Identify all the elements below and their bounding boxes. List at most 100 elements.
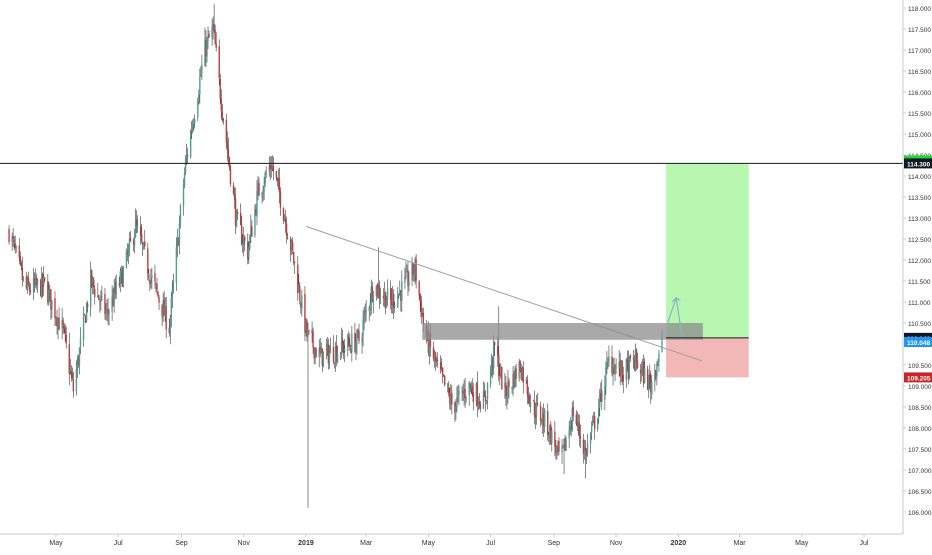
candle-body xyxy=(279,191,282,208)
price-tick-label: 108.000 xyxy=(908,426,932,433)
candle-body xyxy=(640,366,643,373)
candle-body xyxy=(51,300,53,308)
candle-body xyxy=(448,387,450,394)
candle-body xyxy=(405,271,407,278)
candle-body xyxy=(528,396,531,404)
candle-body xyxy=(270,166,272,170)
candle-body xyxy=(183,173,186,186)
candle-body xyxy=(15,246,17,248)
candle-body xyxy=(511,387,513,390)
candle-body xyxy=(308,330,310,332)
candle-body xyxy=(121,270,124,287)
candle-body xyxy=(311,329,313,334)
candle-body xyxy=(275,170,278,178)
candle-body xyxy=(327,344,330,364)
candle-body xyxy=(198,94,200,103)
candle-body xyxy=(390,299,393,305)
candle-body xyxy=(579,435,582,439)
price-tick-label: 106.500 xyxy=(908,489,932,496)
candle-body xyxy=(26,279,29,290)
candle-body xyxy=(619,361,621,377)
candle-body xyxy=(371,286,373,301)
candle-body xyxy=(162,301,164,319)
candle-body xyxy=(250,226,252,237)
candle-body xyxy=(355,342,357,353)
candle-body xyxy=(475,384,478,403)
price-tick-label: 117.000 xyxy=(908,48,931,55)
candle-body xyxy=(540,422,543,423)
candle-body xyxy=(570,427,572,430)
candle-body xyxy=(490,357,493,372)
candle-body xyxy=(69,369,71,373)
candle-body xyxy=(306,320,308,337)
candle-body xyxy=(241,243,244,245)
candle-body xyxy=(420,300,422,317)
time-tick-label: May xyxy=(422,540,436,547)
candle-body xyxy=(108,312,110,316)
candle-body xyxy=(476,383,479,406)
price-label-text: 109.205 xyxy=(907,375,931,382)
candle-body xyxy=(625,359,627,381)
candle-body xyxy=(548,435,550,437)
candle-body xyxy=(265,173,267,174)
candle-body xyxy=(406,270,408,272)
candle-body xyxy=(482,391,485,409)
candle-body xyxy=(541,413,544,424)
candle-body xyxy=(593,416,596,430)
support-resistance-zone xyxy=(422,323,703,340)
candle-body xyxy=(134,219,137,238)
candle-body xyxy=(325,349,328,351)
candle-body xyxy=(120,269,122,273)
candle-body xyxy=(493,342,496,346)
price-tick-label: 110.500 xyxy=(908,321,931,328)
candle-body xyxy=(165,305,167,330)
candle-body xyxy=(271,165,273,169)
candle-body xyxy=(172,281,175,291)
price-tick-label: 116.000 xyxy=(908,90,931,97)
candle-body xyxy=(354,333,356,352)
candle-body xyxy=(399,290,401,293)
candle-body xyxy=(498,354,500,376)
price-tick-label: 107.000 xyxy=(908,468,932,475)
candle-body xyxy=(357,329,359,333)
candle-body xyxy=(263,185,265,192)
candle-body xyxy=(333,362,336,364)
candle-body xyxy=(564,437,566,451)
candle-body xyxy=(258,183,260,196)
candle-body xyxy=(569,426,571,431)
candle-body xyxy=(114,286,116,293)
candle-body xyxy=(320,346,322,354)
candle-body xyxy=(268,166,270,173)
candle-body xyxy=(658,353,660,362)
candle-body xyxy=(518,361,520,379)
candle-body xyxy=(639,369,642,374)
candle-body xyxy=(585,449,588,456)
candle-body xyxy=(458,390,460,396)
candle-body xyxy=(468,381,470,396)
candle-body xyxy=(612,365,614,376)
candle-body xyxy=(276,177,279,181)
candle-body xyxy=(71,373,74,379)
candle-body xyxy=(232,185,235,194)
candle-body xyxy=(491,359,494,367)
candle-body xyxy=(418,281,420,296)
candle-body xyxy=(661,334,663,352)
time-tick-label: Nov xyxy=(237,540,250,547)
candle-body xyxy=(100,295,102,301)
candle-body xyxy=(508,380,510,388)
candle-body xyxy=(350,348,352,353)
candle-body xyxy=(382,295,385,299)
candle-body xyxy=(225,119,228,143)
candle-body xyxy=(151,274,153,279)
candle-body xyxy=(129,238,132,241)
candle-body xyxy=(532,400,535,401)
candle-body xyxy=(300,302,302,308)
candle-body xyxy=(185,154,188,159)
candle-body xyxy=(148,274,150,279)
candle-body xyxy=(233,194,236,200)
candle-body xyxy=(111,296,113,312)
candle-body xyxy=(251,226,253,237)
candle-body xyxy=(499,374,501,376)
